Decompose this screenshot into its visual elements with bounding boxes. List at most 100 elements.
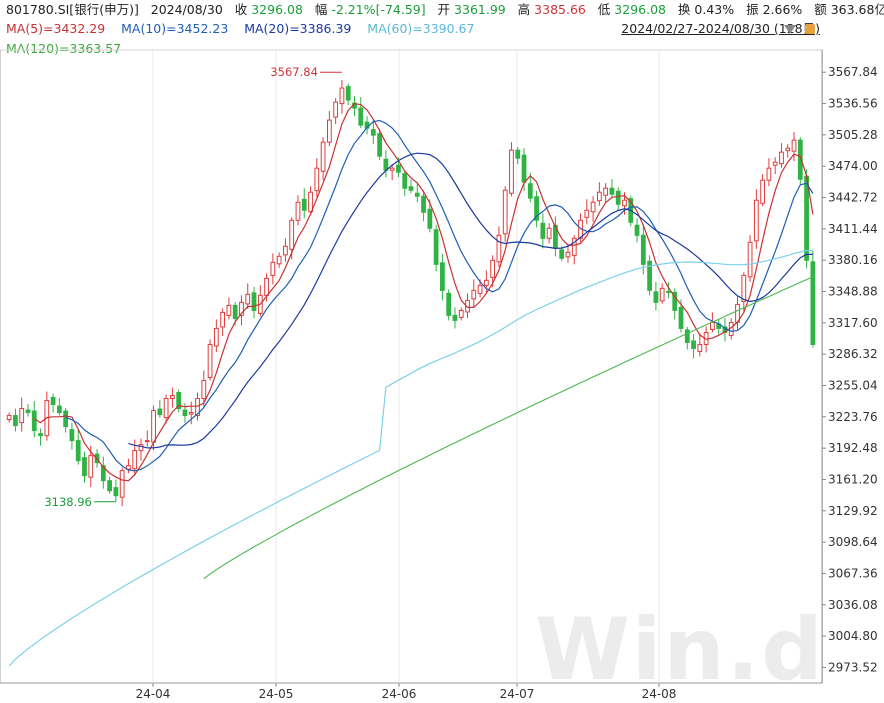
close-label: 收 [234, 2, 248, 17]
candle-body [779, 151, 784, 165]
ma120-line [203, 276, 814, 580]
candle-body [421, 195, 426, 213]
candle-body [301, 198, 307, 211]
candle-body [571, 237, 577, 256]
candle-body [188, 412, 194, 415]
candle-body [276, 255, 282, 265]
candle-body [320, 141, 326, 172]
candle-body [13, 415, 18, 427]
candle-body [38, 433, 43, 437]
candle-body [446, 292, 452, 316]
lock-icon[interactable] [805, 24, 815, 34]
candle-body [182, 409, 188, 417]
candle-body [226, 304, 232, 316]
candle-body [358, 107, 364, 126]
candle-body [527, 183, 533, 199]
candle-body [69, 429, 75, 442]
candle-body [157, 408, 163, 416]
y-tick-label: 2973.52 [828, 660, 878, 674]
candle-body [596, 191, 602, 202]
candle-body [559, 249, 565, 259]
candle-body [640, 234, 646, 265]
candle-body [232, 304, 238, 319]
candle-body [483, 279, 489, 286]
turnover-label: 换 [677, 2, 691, 17]
x-tick-label: 24-05 [259, 687, 294, 701]
candle-body [622, 199, 627, 207]
candle-body [766, 167, 772, 181]
y-tick-label: 3380.16 [828, 253, 878, 267]
quote-header: 801780.SI[银行(申万)] 2024/08/30 收 3296.08 幅… [6, 1, 884, 19]
x-tick-label: 24-06 [382, 687, 417, 701]
candle-body [427, 208, 433, 229]
candle-body [603, 187, 609, 196]
ma60-line [8, 249, 813, 667]
x-tick-label: 24-08 [642, 687, 677, 701]
candle-body [201, 380, 207, 400]
candle-body [239, 301, 244, 316]
ma60-legend[interactable]: MA(60)=3390.67 [367, 21, 475, 36]
amplitude-label: 振 [746, 2, 759, 17]
candle-body [144, 440, 150, 443]
date-range-selector[interactable]: 2024/02/27-2024/08/30 (128日) [621, 21, 820, 36]
candle-body [207, 343, 213, 379]
amount-value: 363.68亿 [830, 2, 884, 17]
ma-legend-row-2: MA(120)=3363.57 [6, 41, 121, 57]
candle-body [264, 277, 269, 296]
y-tick-label: 3098.64 [828, 535, 878, 549]
candle-body [295, 201, 301, 221]
candle-body [82, 457, 87, 477]
ma20-legend[interactable]: MA(20)=3386.39 [244, 21, 352, 36]
candle-body [245, 293, 251, 305]
candle-body [502, 189, 508, 235]
candle-body [452, 314, 458, 321]
candle-body [414, 192, 420, 197]
amplitude-value: 2.66% [762, 2, 803, 17]
dropdown-triangle-icon[interactable] [784, 25, 796, 34]
candle-body [75, 440, 81, 462]
low-label: 低 [597, 2, 611, 17]
candle-body [741, 274, 747, 302]
y-tick-label: 3255.04 [828, 378, 878, 392]
candle-body [546, 227, 552, 239]
candle-body [590, 201, 596, 213]
candle-body [634, 224, 640, 236]
candle-body [509, 149, 514, 194]
y-tick-label: 3567.84 [828, 65, 878, 79]
candle-body [408, 186, 414, 191]
ma-legend-row-1: MA(5)=3432.29 MA(10)=3452.23 MA(20)=3386… [6, 21, 474, 37]
candle-body [107, 480, 112, 492]
candle-body [308, 191, 313, 213]
candle-body [113, 487, 119, 497]
ma10-legend[interactable]: MA(10)=3452.23 [121, 21, 229, 36]
candle-body [659, 287, 665, 302]
candle-body [521, 154, 527, 183]
candle-body [132, 450, 138, 470]
candle-body [678, 306, 684, 329]
high-annotation: 3567.84 [270, 65, 318, 79]
candle-body [653, 291, 659, 303]
candle-body [195, 398, 200, 417]
candle-body [138, 444, 144, 452]
candle-body [6, 415, 12, 421]
candle-body [496, 234, 502, 263]
candle-body [691, 340, 696, 349]
ma120-legend[interactable]: MA(120)=3363.57 [6, 41, 122, 56]
candle-body [151, 410, 156, 443]
candle-body [753, 199, 759, 242]
x-tick-label: 24-07 [500, 687, 535, 701]
candle-body [345, 86, 351, 101]
candle-body [88, 455, 94, 478]
ma5-line [33, 103, 814, 482]
candle-body [289, 219, 295, 250]
close-value: 3296.08 [251, 2, 303, 17]
candle-body [477, 284, 483, 294]
y-tick-label: 3348.88 [828, 285, 878, 299]
ma5-legend[interactable]: MA(5)=3432.29 [6, 21, 106, 36]
candle-body [56, 405, 62, 414]
candle-body [370, 129, 376, 136]
candle-body [697, 343, 703, 352]
candle-body [760, 179, 766, 204]
candle-body [63, 410, 69, 428]
